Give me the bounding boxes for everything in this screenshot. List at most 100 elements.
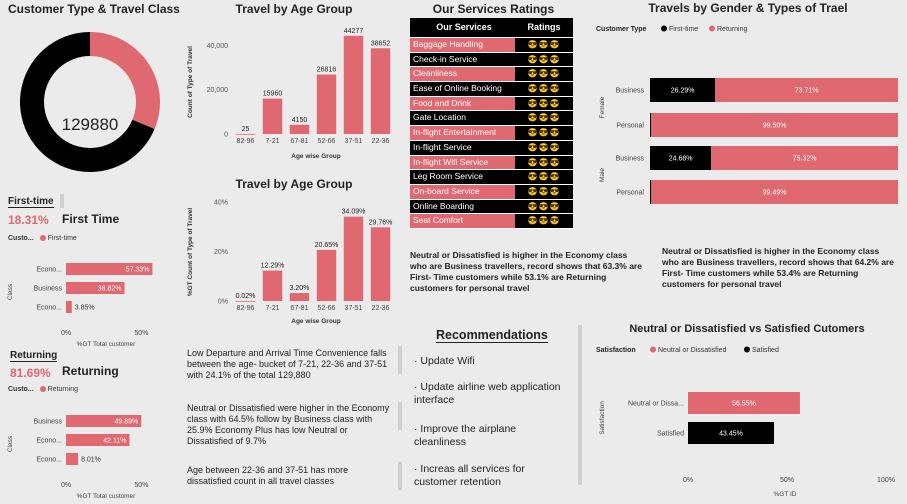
service-name: Cleanliness	[410, 67, 515, 82]
service-rating: 😎😎😎	[515, 199, 573, 214]
service-rating: 😎😎😎	[515, 214, 573, 228]
legend-returning: Returning	[717, 26, 747, 33]
category-label: Econo...	[36, 305, 62, 312]
divider	[578, 325, 582, 485]
first-time-legend: Custo... First-time	[8, 235, 77, 242]
x-axis-title: %GT Total customer	[77, 493, 136, 500]
donut-chart: 129880	[20, 32, 160, 172]
donut-slice	[90, 32, 160, 130]
x-axis-title: Age wise Group	[291, 153, 341, 160]
service-row: Leg Room Service 😎😎😎	[410, 170, 573, 185]
returning-bar	[715, 78, 898, 102]
age-bar	[289, 293, 310, 301]
x-tick-label: 7-21	[265, 138, 279, 145]
gender-travel-chart: Travels by Gender & Types of Trael Custo…	[596, 1, 898, 204]
returning-tab[interactable]: Returning	[10, 350, 58, 362]
recommendation-item: · Improve the airplane cleanliness	[414, 423, 517, 448]
data-label: 43.45%	[719, 431, 743, 438]
age-bar	[343, 35, 364, 134]
first-time-caption: First Time	[62, 212, 120, 226]
x-tick-label: 67-81	[291, 305, 309, 312]
chart-title: Travels by Gender & Types of Trael	[648, 1, 847, 15]
returning-pct: 81.69%	[10, 366, 51, 380]
age-bar	[316, 249, 337, 301]
service-name: Online Boarding	[410, 199, 515, 214]
satisfied-bar	[688, 422, 775, 444]
age-bar	[370, 48, 391, 134]
service-name: In-flight Service	[410, 140, 515, 155]
first-time-pct: 18.31%	[8, 213, 49, 227]
services-note: Neutral or Dissatisfied is higher in the…	[410, 250, 642, 293]
returning-bar	[651, 180, 898, 204]
x-tick-label: 52-66	[318, 138, 336, 145]
category-label: Business	[34, 286, 63, 293]
service-row: Cleanliness 😎😎😎	[410, 67, 573, 83]
class-bar	[66, 263, 153, 275]
data-label: 38652	[371, 40, 391, 47]
recommendation-item: · Increas all services for customer rete…	[414, 463, 525, 487]
row-label: Personal	[616, 190, 644, 197]
divider	[398, 462, 402, 490]
x-axis-title: Age wise Group	[291, 318, 341, 325]
services-table: Our Services Ratings Baggage Handling 😎😎😎…	[410, 18, 573, 229]
donut-title: Customer Type & Travel Class	[8, 2, 180, 16]
satisfaction-chart: Neutral or Dissatisfied vs Satisfied Cut…	[596, 323, 895, 498]
x-tick-label: 37-51	[345, 305, 363, 312]
returning-bar	[651, 113, 898, 137]
x-tick-label: 7-21	[265, 305, 279, 312]
y-tick-label: 0	[224, 132, 228, 139]
data-label: 3.20%	[290, 285, 310, 292]
divider	[398, 402, 402, 430]
class-bar	[66, 301, 72, 313]
class-bar	[66, 453, 79, 465]
first-time-class-chart: Class %GT Total customer Econo... 57.33% B…	[7, 263, 153, 348]
service-row: Ease of Online Booking 😎😎😎	[410, 82, 573, 97]
age-bar	[235, 300, 256, 302]
tab-divider	[60, 194, 64, 208]
age-pct-chart: Travel by Age Group %GT Count of Type of…	[187, 177, 392, 325]
header-services: Our Services	[436, 22, 492, 32]
x-tick-label: 0%	[683, 477, 693, 484]
age-bar	[370, 227, 391, 301]
divider	[398, 346, 402, 374]
x-tick-label: 100%	[877, 477, 895, 484]
chart-title: Travel by Age Group	[236, 2, 353, 16]
x-axis-title: %GT Total customer	[77, 341, 136, 348]
age-bar	[262, 270, 283, 301]
x-axis-title: %GT ID	[774, 491, 797, 498]
returning-bar	[711, 146, 898, 170]
service-row: Baggage Handling 😎😎😎	[410, 38, 573, 53]
service-rating: 😎😎😎	[515, 67, 573, 82]
y-axis-title: Satisfaction	[599, 401, 606, 435]
data-label: 12.29%	[261, 263, 285, 270]
service-rating: 😎😎😎	[515, 155, 573, 170]
service-row: Gate Location 😎😎😎	[410, 111, 573, 127]
class-axis-title: Class	[7, 283, 14, 300]
data-label: 34.09%	[342, 209, 366, 216]
data-label: 24.68%	[669, 156, 693, 163]
data-label: 4150	[292, 117, 308, 124]
service-rating: 😎😎😎	[515, 184, 573, 199]
services-title: Our Services Ratings	[432, 2, 555, 16]
header-ratings: Ratings	[527, 22, 561, 32]
recommendation-item: · Update Wifi	[414, 355, 475, 367]
gender-note: Neutral or Dissatisfied is higher in the…	[662, 246, 894, 289]
donut-center-value: 129880	[62, 115, 119, 134]
legend-dot	[744, 346, 750, 353]
row-label: Personal	[616, 123, 644, 130]
age-count-chart: Travel by Age Group Count of Type of Tra…	[187, 2, 391, 160]
class-bar	[66, 282, 125, 294]
returning-caption: Returning	[62, 364, 119, 378]
age-bar	[235, 133, 256, 135]
service-name: Food and Drink	[410, 96, 515, 111]
row-label: Business	[616, 88, 645, 95]
y-axis-title: %GT Count of Type of Travel	[187, 208, 194, 297]
age-bar	[262, 98, 283, 134]
first-time-bar	[650, 113, 652, 137]
data-label: 99.50%	[763, 123, 787, 130]
first-time-tab[interactable]: First-time	[8, 196, 54, 208]
legend-neutral: Neutral or Dissatisfied	[658, 347, 727, 354]
data-label: 42.11%	[103, 438, 126, 445]
y-axis-title: Count of Type of Travel	[187, 46, 194, 118]
x-tick-label: 50%	[780, 477, 794, 484]
